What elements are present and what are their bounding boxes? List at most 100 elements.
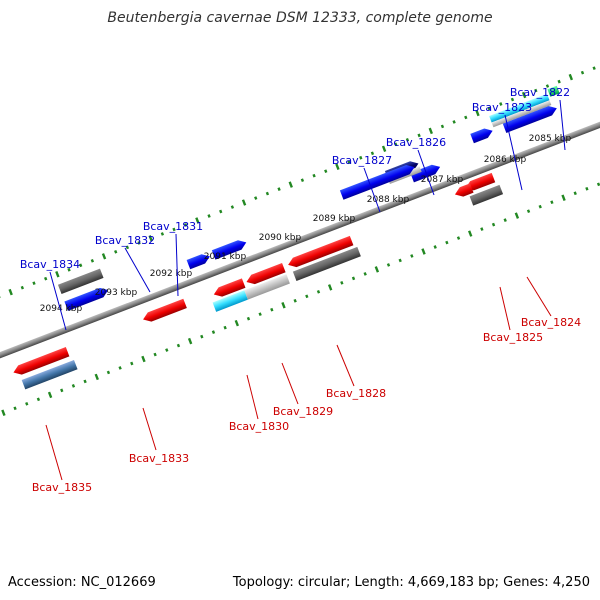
tick-mark <box>1 409 6 416</box>
tick-mark <box>160 232 165 236</box>
tick-mark <box>137 241 141 245</box>
gene-leader-line <box>246 374 259 420</box>
tick-mark <box>60 388 64 393</box>
tick-mark <box>83 379 87 384</box>
tick-mark <box>270 307 274 312</box>
tick-mark <box>568 73 574 81</box>
gene-label[interactable]: Bcav_1829 <box>273 405 333 418</box>
tick-mark <box>67 267 71 272</box>
gene-leader-line <box>417 149 435 196</box>
tick-mark <box>8 288 13 296</box>
gene-label[interactable]: Bcav_1831 <box>143 220 203 233</box>
kbp-scale-labels: 2085 kbp 2086 kbp 2087 kbp 2088 kbp 2089 kbp… <box>40 134 572 314</box>
gene-label[interactable]: Bcav_1835 <box>32 481 92 494</box>
gene-leader-line <box>45 424 63 481</box>
tick-mark <box>521 91 527 99</box>
tick-mark <box>79 263 83 268</box>
tick-mark <box>410 254 414 258</box>
gene-leader-line <box>49 271 67 331</box>
gene-leader-line <box>504 114 523 191</box>
tick-mark <box>184 223 188 227</box>
gene-feature-arrow <box>410 164 441 183</box>
tick-mark <box>148 235 153 242</box>
kbp-label: 2085 kbp <box>529 134 572 144</box>
tick-mark <box>433 245 437 249</box>
gene-label[interactable]: Bcav_1828 <box>326 387 386 400</box>
tick-mark <box>561 194 566 201</box>
tick-mark <box>141 355 146 363</box>
gene-label[interactable]: Bcav_1823 <box>472 101 532 114</box>
tick-mark <box>580 70 585 75</box>
kbp-label: 2086 kbp <box>484 155 527 165</box>
tick-mark <box>241 199 247 206</box>
gene-label[interactable]: Bcav_1825 <box>483 331 543 344</box>
tick-mark <box>254 196 258 200</box>
gene-label[interactable]: Bcav_1834 <box>20 258 80 271</box>
tick-mark <box>101 253 107 260</box>
upper-tick-row <box>0 66 596 299</box>
gene-feature-arrow <box>469 184 504 206</box>
gene-feature-arrow <box>547 85 560 97</box>
tick-mark <box>359 155 363 160</box>
kbp-label: 2089 kbp <box>313 214 356 224</box>
gene-leader-line <box>363 167 381 213</box>
tick-mark <box>386 263 391 267</box>
gene-leader-line <box>559 99 566 151</box>
gene-leader-line <box>499 286 511 331</box>
gene-label[interactable]: Bcav_1833 <box>129 452 189 465</box>
tick-mark <box>176 343 181 348</box>
tick-mark <box>468 230 473 237</box>
kbp-label: 2091 kbp <box>204 252 247 262</box>
tick-mark <box>398 258 402 263</box>
gene-feature-arrow <box>212 290 248 312</box>
tick-mark <box>370 151 375 156</box>
gene-leader-line <box>142 407 157 451</box>
tick-mark <box>510 97 515 102</box>
tick-mark <box>32 281 36 286</box>
tick-mark <box>25 401 29 406</box>
kbp-label: 2092 kbp <box>150 269 193 279</box>
tick-mark <box>456 236 461 240</box>
kbp-label: 2087 kbp <box>421 175 464 185</box>
tick-mark <box>293 298 297 303</box>
tick-mark <box>381 145 387 153</box>
tick-mark <box>0 294 1 299</box>
tick-mark <box>475 109 480 117</box>
tick-mark <box>340 281 344 285</box>
gene-label[interactable]: Bcav_1824 <box>521 316 581 329</box>
gene-feature-arrow <box>292 246 361 281</box>
gene-feature-arrow <box>470 128 493 144</box>
tick-mark <box>258 312 262 317</box>
tick-mark <box>374 266 380 273</box>
tick-mark <box>200 334 204 339</box>
gene-label[interactable]: Bcav_1822 <box>510 86 570 99</box>
tick-mark <box>550 200 554 205</box>
gene-feature-arrow <box>339 164 415 200</box>
tick-mark <box>351 276 356 281</box>
gene-feature-arrow <box>454 183 474 197</box>
gene-feature-arrow <box>64 287 109 311</box>
gene-feature-arrow <box>489 93 550 123</box>
gene-leader-line <box>336 344 355 387</box>
tick-mark <box>405 138 410 142</box>
tick-mark <box>421 248 426 255</box>
tick-mark <box>118 366 122 370</box>
gene-label[interactable]: Bcav_1826 <box>386 136 446 149</box>
tick-mark <box>363 272 367 276</box>
kbp-label: 2094 kbp <box>40 304 83 314</box>
gene-label[interactable]: Bcav_1827 <box>332 154 392 167</box>
gene-leader-line <box>526 276 552 317</box>
tick-mark <box>545 84 550 88</box>
tick-mark <box>445 240 449 245</box>
tick-mark <box>487 106 491 111</box>
gene-leader-line <box>281 362 299 405</box>
tick-mark <box>130 361 134 366</box>
gene-leader-line <box>124 247 151 293</box>
gene-label[interactable]: Bcav_1832 <box>95 234 155 247</box>
tick-mark <box>480 227 484 231</box>
tick-mark <box>464 115 468 120</box>
lower-tick-row <box>1 182 600 416</box>
gene-label[interactable]: Bcav_1830 <box>229 420 289 433</box>
gene-feature-arrow <box>213 278 246 297</box>
